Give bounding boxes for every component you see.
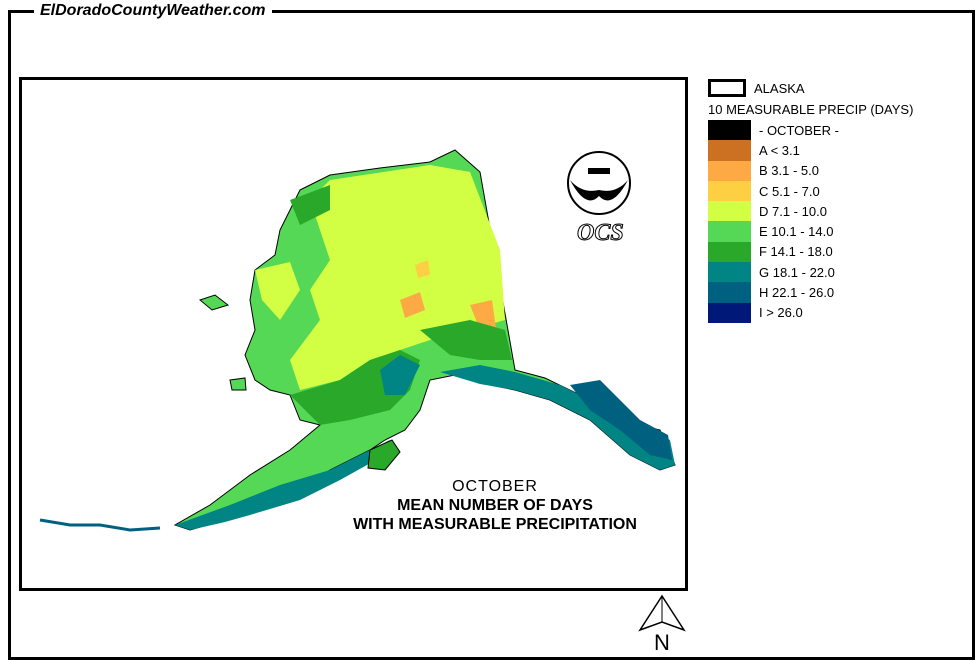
legend-swatch [708,241,751,263]
legend-item: H 22.1 - 26.0 [708,282,913,303]
legend-swatch [708,302,751,323]
legend-label: F 14.1 - 18.0 [759,244,833,260]
legend-item: C 5.1 - 7.0 [708,180,913,202]
caption-month: OCTOBER [452,478,538,495]
zone-f-north [290,185,330,225]
caption-line2: WITH MEASURABLE PRECIPITATION [353,516,637,533]
legend-swatch [708,282,751,303]
legend-swatch [708,221,751,242]
kodiak-island [367,439,401,471]
legend-swatch [708,180,751,202]
legend-item: G 18.1 - 22.0 [708,262,913,283]
noaa-logo [566,150,632,221]
aleutian-islands [39,518,161,532]
zone-b2 [470,300,496,328]
legend-swatch [708,160,751,181]
zone-d-west [255,262,300,320]
region-label: ALASKA [754,80,805,96]
legend-item: B 3.1 - 5.0 [708,160,913,181]
legend-item: E 10.1 - 14.0 [708,221,913,242]
zone-h-panhandle [570,380,672,460]
legend-swatch [708,120,751,141]
legend-label: E 10.1 - 14.0 [759,224,834,240]
legend-label: D 7.1 - 10.0 [759,203,827,219]
legend-item: A < 3.1 [708,140,913,161]
nunivak-island [229,377,247,391]
legend-swatch [708,201,751,222]
legend-label: H 22.1 - 26.0 [759,285,835,301]
st-lawrence-island [198,294,230,311]
legend-swatch [708,262,751,283]
ocs-logo-text: OCS [577,220,625,247]
zone-g [380,355,420,395]
zone-g-coast [440,365,675,470]
zone-g-peninsula [175,440,390,530]
site-title: ElDoradoCountyWeather.com [34,2,272,20]
north-label: N [654,630,670,654]
zone-b [400,292,425,318]
legend-item: D 7.1 - 10.0 [708,201,913,222]
map-caption: OCTOBER MEAN NUMBER OF DAYS WITH MEASURA… [310,478,680,534]
zone-c [415,260,430,278]
legend: ALASKA 10 MEASURABLE PRECIP (DAYS) - OCT… [708,76,913,323]
caption-line1: MEAN NUMBER OF DAYS [397,497,593,514]
legend-label: I > 26.0 [759,305,803,321]
legend-label: A < 3.1 [759,142,800,158]
legend-label: C 5.1 - 7.0 [759,183,820,199]
legend-label: - OCTOBER - [759,122,839,138]
legend-item: I > 26.0 [708,302,913,323]
noaa-bird-icon [567,151,631,215]
region-swatch [708,79,746,97]
north-arrow-icon: N [638,594,686,655]
north-arrow: N [636,594,688,659]
legend-region: ALASKA [708,76,913,100]
legend-swatch [708,140,751,161]
legend-subtitle: 10 MEASURABLE PRECIP (DAYS) [708,102,914,117]
legend-item: - OCTOBER - [708,120,913,141]
legend-label: G 18.1 - 22.0 [759,264,835,280]
zone-f-range [420,320,512,360]
legend-label: B 3.1 - 5.0 [759,163,819,179]
legend-item: F 14.1 - 18.0 [708,241,913,263]
